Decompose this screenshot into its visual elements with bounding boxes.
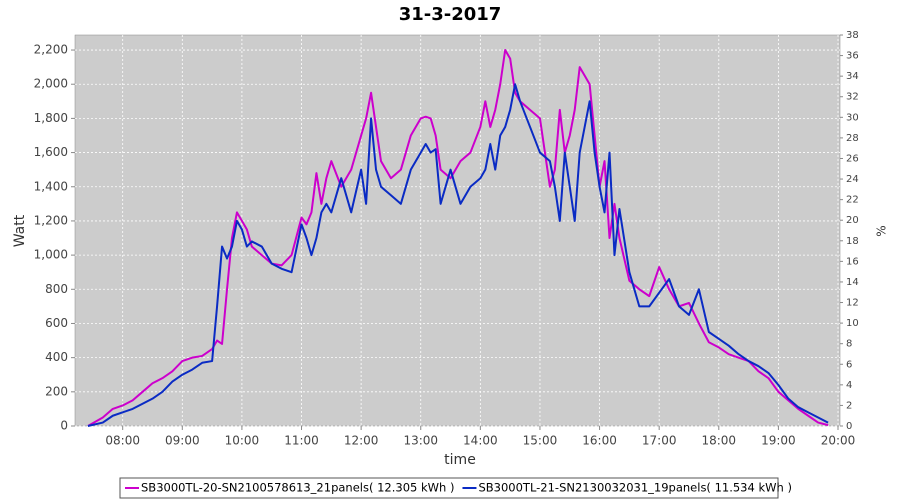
x-tick-label: 11:00 bbox=[284, 434, 319, 448]
y-axis-label: Watt bbox=[12, 214, 28, 247]
x-axis-label: time bbox=[444, 452, 476, 468]
x-tick-label: 16:00 bbox=[582, 434, 617, 448]
y2-tick-label: 6 bbox=[846, 359, 852, 370]
series-line bbox=[87, 49, 829, 427]
y2-tick-label: 16 bbox=[846, 256, 859, 267]
y2-tick-label: 14 bbox=[846, 277, 859, 288]
y-tick-label: 2,000 bbox=[34, 77, 68, 91]
y-tick-label: 400 bbox=[45, 350, 68, 364]
y2-tick-label: 0 bbox=[846, 421, 852, 432]
y2-tick-label: 2 bbox=[846, 400, 852, 411]
y-tick-label: 1,800 bbox=[34, 111, 68, 125]
y2-tick-label: 38 bbox=[846, 30, 859, 41]
y2-tick-label: 10 bbox=[846, 318, 859, 329]
y2-tick-label: 4 bbox=[846, 380, 852, 391]
y2-tick-label: 34 bbox=[846, 71, 859, 82]
y2-tick-label: 26 bbox=[846, 153, 859, 164]
y2-tick-label: 24 bbox=[846, 174, 859, 185]
chart-title: 31-3-2017 bbox=[399, 4, 502, 25]
y-tick-label: 800 bbox=[45, 282, 68, 296]
y-tick-label: 1,400 bbox=[34, 179, 68, 193]
plot-area bbox=[74, 34, 841, 427]
y-tick-label: 1,200 bbox=[34, 213, 68, 227]
series-line bbox=[87, 83, 829, 427]
legend-box bbox=[119, 477, 779, 499]
x-tick-label: 13:00 bbox=[403, 434, 438, 448]
x-tick-label: 08:00 bbox=[105, 434, 140, 448]
y-tick-label: 600 bbox=[45, 316, 68, 330]
x-tick-label: 18:00 bbox=[701, 434, 736, 448]
legend-label: SB3000TL-20-SN2100578613_21panels( 12.30… bbox=[141, 481, 454, 495]
y2-tick-label: 22 bbox=[846, 195, 859, 206]
y2-tick-label: 30 bbox=[846, 112, 859, 123]
x-tick-label: 17:00 bbox=[642, 434, 677, 448]
x-tick-label: 15:00 bbox=[523, 434, 558, 448]
x-tick-label: 10:00 bbox=[225, 434, 260, 448]
y2-tick-label: 20 bbox=[846, 215, 859, 226]
y2-tick-label: 8 bbox=[846, 339, 852, 350]
y2-tick-label: 32 bbox=[846, 92, 859, 103]
y-tick-label: 1,000 bbox=[34, 248, 68, 262]
y-tick-label: 200 bbox=[45, 384, 68, 398]
y2-tick-label: 28 bbox=[846, 133, 859, 144]
x-tick-label: 09:00 bbox=[165, 434, 200, 448]
y2-tick-label: 18 bbox=[846, 236, 859, 247]
y-tick-label: 2,200 bbox=[34, 43, 68, 57]
x-tick-label: 20:00 bbox=[821, 434, 856, 448]
legend-label: SB3000TL-21-SN2130032031_19panels( 11.53… bbox=[478, 481, 791, 495]
x-tick-label: 19:00 bbox=[761, 434, 796, 448]
y2-tick-label: 36 bbox=[846, 51, 859, 62]
y-tick-label: 0 bbox=[60, 419, 68, 433]
y2-axis-label: % bbox=[875, 225, 889, 236]
x-tick-label: 14:00 bbox=[463, 434, 498, 448]
y2-tick-label: 12 bbox=[846, 298, 859, 309]
x-tick-label: 12:00 bbox=[344, 434, 379, 448]
y-tick-label: 1,600 bbox=[34, 145, 68, 159]
